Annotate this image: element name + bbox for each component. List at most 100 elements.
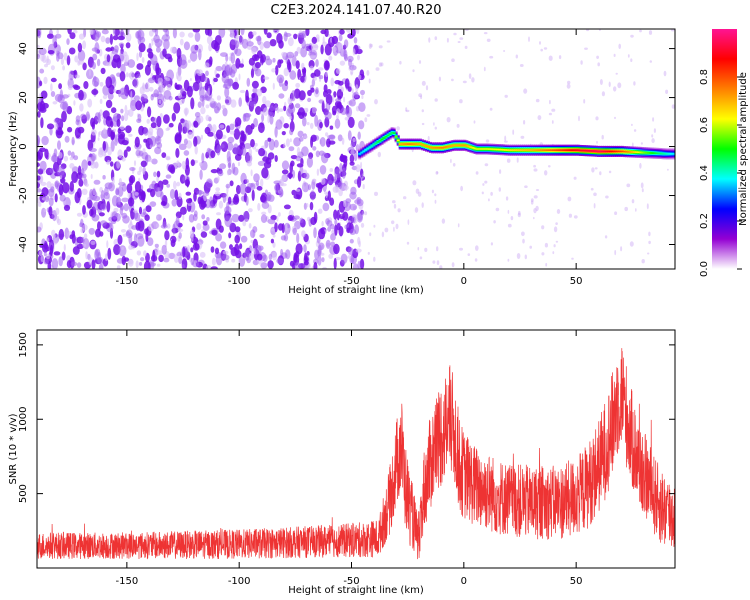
heatmap-noise-cell: [119, 71, 126, 82]
heatmap-noise-cell: [69, 234, 74, 240]
heatmap-noise-cell: [112, 35, 119, 41]
heatmap-noise-cell: [360, 168, 364, 178]
heatmap-speckle-cell: [420, 95, 423, 100]
heatmap-noise-cell: [47, 33, 54, 39]
heatmap-noise-cell: [123, 149, 128, 158]
heatmap-noise-cell: [265, 189, 268, 195]
heatmap-noise-cell: [330, 37, 333, 43]
heatmap-speckle-cell: [368, 43, 372, 49]
heatmap-ridge-cell: [513, 149, 517, 152]
heatmap-speckle-cell: [523, 120, 526, 125]
heatmap-noise-cell: [69, 32, 76, 40]
heatmap-ridge-cell: [360, 151, 364, 154]
heatmap-noise-cell: [308, 59, 315, 69]
heatmap-noise-cell: [199, 169, 203, 180]
heatmap-ridge-cell: [530, 149, 534, 152]
heatmap-speckle-cell: [446, 117, 451, 123]
heatmap-ridge-cell: [449, 145, 453, 147]
heatmap-noise-cell: [210, 266, 218, 269]
heatmap-speckle-cell: [484, 180, 488, 184]
heatmap-noise-cell: [107, 92, 114, 100]
heatmap-speckle-cell: [386, 40, 391, 43]
heatmap-speckle-cell: [483, 31, 488, 35]
heatmap-noise-cell: [127, 197, 135, 207]
heatmap-speckle-cell: [535, 98, 540, 103]
heatmap-ridge-cell: [578, 149, 582, 152]
heatmap-noise-cell: [200, 199, 204, 205]
heatmap-ridge-cell: [592, 150, 596, 152]
heatmap-ridge-cell: [602, 150, 606, 153]
heatmap-noise-cell: [331, 94, 335, 103]
heatmap-ridge-cell: [471, 146, 475, 149]
heatmap-noise-cell: [173, 102, 181, 114]
heatmap-noise-cell: [37, 175, 41, 181]
heatmap-noise-cell: [229, 130, 235, 135]
heatmap-ridge-cell: [649, 152, 653, 154]
heatmap-noise-cell: [126, 146, 131, 152]
heatmap-noise-cell: [168, 164, 175, 173]
heatmap-noise-cell: [214, 106, 220, 114]
heatmap-noise-cell: [334, 118, 341, 129]
heatmap-speckle-cell: [421, 122, 425, 126]
heatmap-speckle-cell: [488, 198, 490, 202]
heatmap-noise-cell: [357, 54, 360, 61]
heatmap-ridge-cell: [475, 148, 479, 150]
heatmap-noise-cell: [130, 99, 137, 112]
heatmap-noise-cell: [145, 82, 149, 90]
heatmap-noise-cell: [206, 147, 212, 156]
heatmap-noise-cell: [325, 218, 330, 225]
heatmap-noise-cell: [291, 90, 296, 102]
heatmap-noise-cell: [168, 122, 174, 128]
heatmap-noise-cell: [180, 89, 184, 94]
heatmap-noise-cell: [101, 29, 109, 35]
heatmap-noise-cell: [151, 93, 159, 98]
heatmap-speckle-cell: [537, 115, 542, 121]
heatmap-noise-cell: [262, 156, 270, 162]
heatmap-ridge-cell: [572, 149, 576, 152]
heatmap-noise-cell: [171, 198, 178, 207]
heatmap-noise-cell: [165, 77, 171, 82]
heatmap-speckle-cell: [535, 189, 540, 191]
heatmap-noise-cell: [197, 101, 202, 108]
heatmap-speckle-cell: [369, 232, 372, 237]
heatmap-noise-cell: [190, 247, 194, 253]
heatmap-noise-cell: [245, 89, 249, 102]
heatmap-noise-cell: [211, 257, 216, 266]
heatmap-noise-cell: [271, 68, 276, 73]
heatmap-noise-cell: [218, 29, 226, 38]
heatmap-noise-cell: [114, 29, 120, 36]
heatmap-noise-cell: [355, 248, 362, 253]
x-tick-label: -50: [343, 576, 359, 587]
heatmap-ridge-cell: [568, 149, 572, 152]
heatmap-ridge-cell: [651, 152, 655, 154]
heatmap-noise-cell: [59, 194, 66, 202]
heatmap-ridge-cell: [481, 148, 485, 150]
heatmap-noise-cell: [57, 94, 65, 104]
heatmap-speckle-cell: [599, 79, 603, 85]
heatmap-noise-cell: [68, 74, 71, 82]
heatmap-noise-cell: [245, 195, 249, 206]
heatmap-noise-cell: [206, 35, 213, 45]
heatmap-noise-cell: [230, 52, 236, 64]
heatmap-noise-cell: [54, 193, 58, 203]
heatmap-ridge-cell: [663, 152, 667, 155]
heatmap-noise-cell: [105, 76, 113, 89]
heatmap-ridge-cell: [627, 150, 631, 153]
heatmap-speckle-cell: [518, 210, 521, 216]
heatmap-noise-cell: [97, 111, 101, 124]
heatmap-noise-cell: [281, 51, 287, 57]
heatmap-ridge-cell: [641, 151, 645, 154]
y-tick-label: -40: [18, 236, 29, 252]
heatmap-speckle-cell: [362, 184, 365, 190]
heatmap-noise-cell: [120, 63, 126, 74]
heatmap-noise-cell: [324, 60, 330, 70]
heatmap-noise-cell: [358, 102, 366, 112]
heatmap-noise-cell: [216, 144, 221, 156]
heatmap-ridge-cell: [590, 150, 594, 152]
heatmap-noise-cell: [327, 180, 334, 185]
heatmap-noise-cell: [281, 223, 285, 234]
heatmap-speckle-cell: [414, 207, 419, 213]
heatmap-noise-cell: [106, 240, 109, 249]
heatmap-noise-cell: [360, 161, 363, 169]
heatmap-noise-cell: [55, 47, 58, 56]
